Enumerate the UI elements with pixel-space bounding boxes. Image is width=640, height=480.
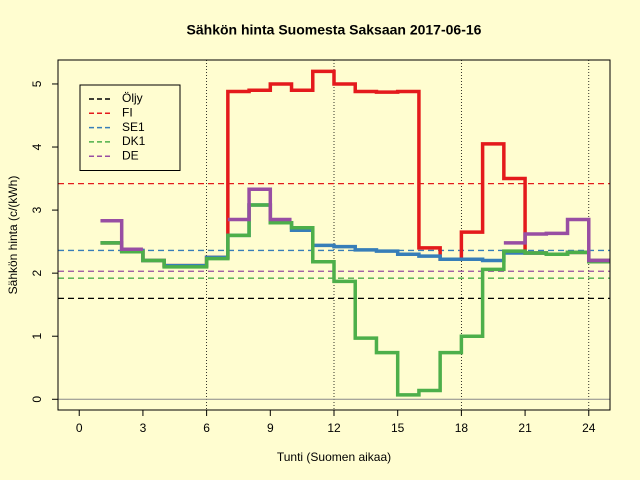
x-tick-label: 6: [203, 421, 210, 435]
y-tick-label: 3: [30, 206, 44, 213]
y-tick-label: 0: [30, 396, 44, 403]
x-tick-label: 3: [140, 421, 147, 435]
x-axis-label: Tunti (Suomen aikaa): [277, 450, 391, 464]
chart-title: Sähkön hinta Suomesta Saksaan 2017-06-16: [187, 22, 482, 38]
legend-label: FI: [122, 105, 133, 119]
x-tick-label: 18: [455, 421, 469, 435]
y-tick-label: 2: [30, 269, 44, 276]
legend-label: DE: [122, 148, 139, 162]
x-tick-label: 12: [327, 421, 341, 435]
y-tick-label: 1: [30, 333, 44, 340]
x-tick-label: 9: [267, 421, 274, 435]
legend-label: DK1: [122, 134, 146, 148]
plot-area: [58, 60, 610, 410]
x-tick-label: 24: [582, 421, 596, 435]
x-tick-label: 0: [76, 421, 83, 435]
y-axis-label: Sähkön hinta (c/(kWh): [6, 176, 20, 295]
series-line: [100, 187, 610, 263]
legend-label: Öljy: [122, 91, 143, 105]
y-tick-label: 4: [30, 143, 44, 150]
y-tick-label: 5: [30, 80, 44, 87]
x-tick-label: 21: [518, 421, 532, 435]
x-tick-label: 15: [391, 421, 405, 435]
series-line: [100, 203, 610, 397]
legend-label: SE1: [122, 120, 145, 134]
legend-box: [79, 84, 181, 171]
